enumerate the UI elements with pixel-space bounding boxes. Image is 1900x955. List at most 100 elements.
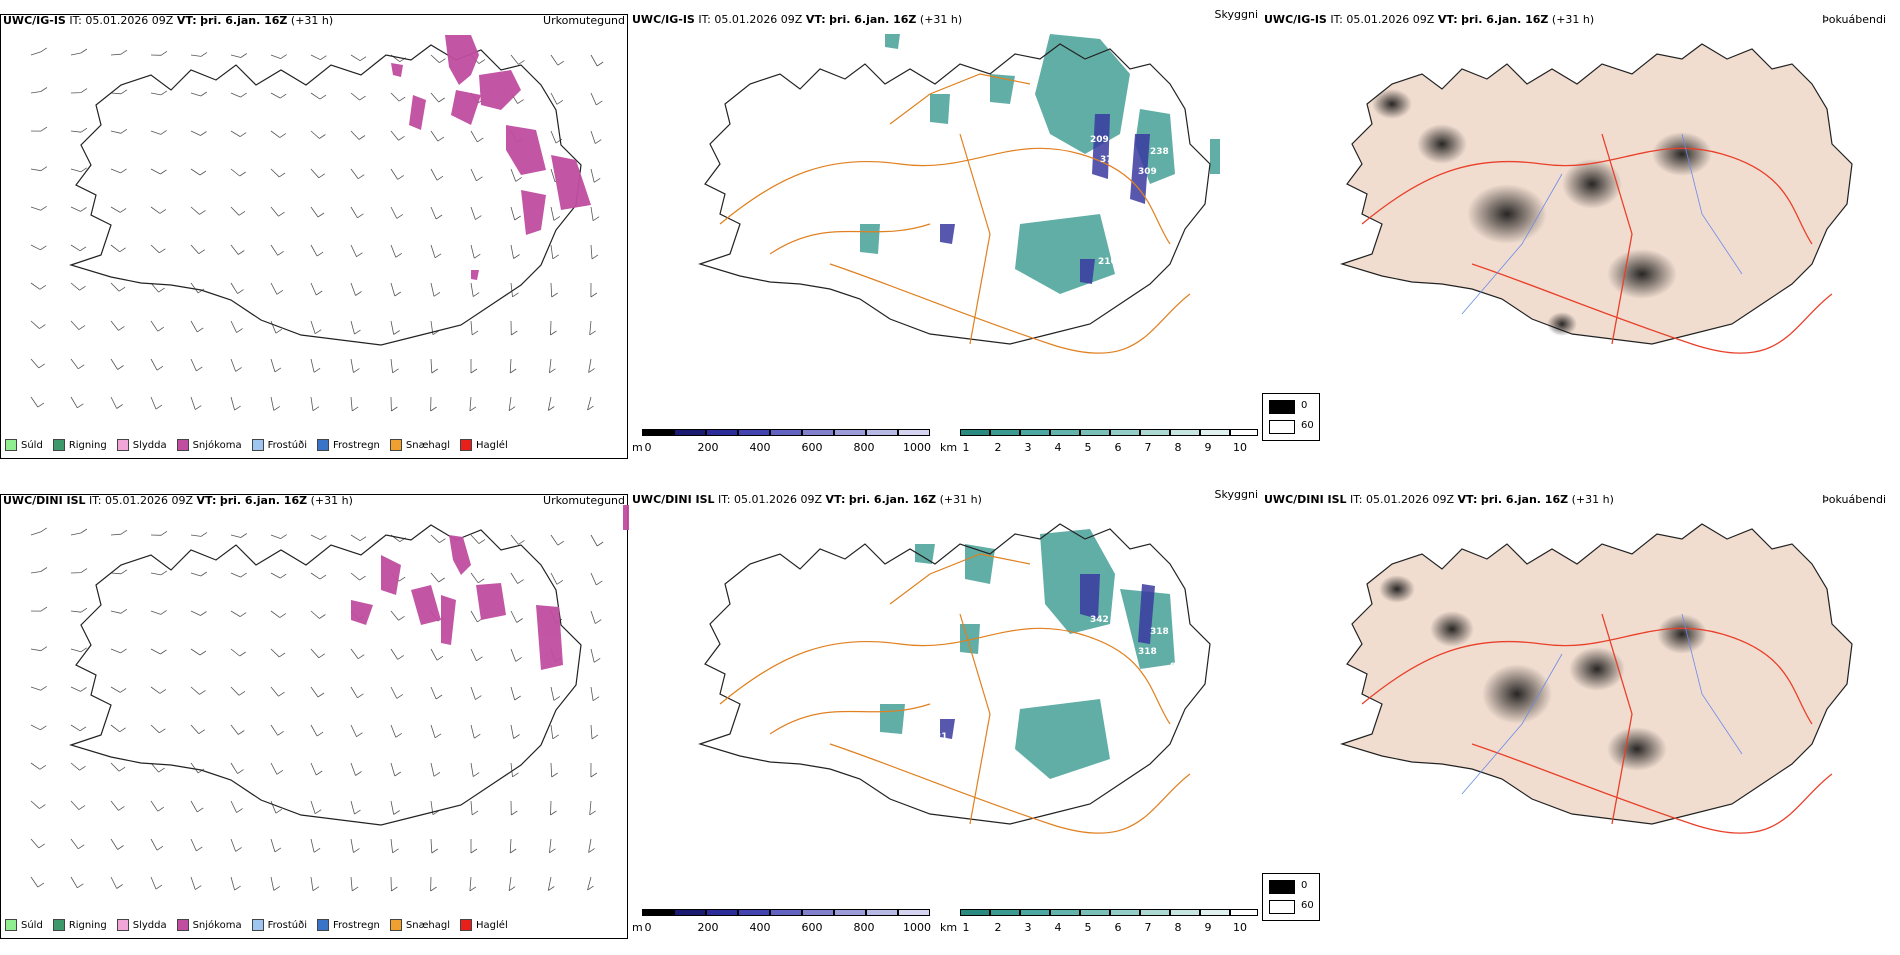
wind-barb [350,358,360,373]
wind-barb [510,534,525,545]
wind-barb [509,838,517,854]
wind-barb [70,358,85,370]
wind-barb [350,320,361,335]
wind-barb [270,320,283,334]
wind-barb [310,534,327,541]
wind-barb [390,762,402,777]
wind-barb [30,838,45,849]
panel-title: UWC/IG-IS IT: 05.01.2026 09Z VT: þri. 6.… [632,13,963,26]
wind-barb [110,358,124,370]
wind-barb [270,876,281,891]
wind-barb [190,396,202,410]
wind-barb [350,534,367,542]
swatch [176,919,189,931]
wind-barb [30,166,48,172]
visibility-value-label: 37 [1100,155,1113,165]
legend-item: Frostregn [317,439,380,451]
wind-barb [470,648,483,662]
wind-barb [550,320,557,336]
wind-barb [70,724,87,732]
wind-barb [470,359,478,374]
wind-barb [150,320,165,332]
wind-barb [310,762,323,776]
wind-barb [510,648,522,662]
wind-barb [430,686,443,700]
wind-barb [550,762,558,778]
wind-barb [270,206,285,217]
wind-barb [550,724,560,740]
iceland-outline [699,523,1211,825]
wind-barb [310,92,327,100]
wind-barb [190,91,208,97]
wind-barb [270,838,282,853]
wind-barb [508,396,516,412]
wind-barb [30,358,45,369]
wind-barb [30,47,48,56]
wind-barb [470,282,480,297]
wind-barb [590,610,602,624]
wind-barb [310,206,325,218]
wind-barb [190,876,202,890]
wind-barb [270,130,287,138]
height-areas [940,114,1150,284]
wind-barb [430,838,439,854]
wind-barb [30,396,45,408]
wind-barb [390,876,398,892]
wind-barb [430,876,437,892]
wind-barb [230,533,248,538]
fog-roads [1361,613,1833,834]
wind-barb [310,358,321,373]
wind-barb [150,130,167,135]
wind-barb [390,320,400,335]
wind-barb [230,610,247,617]
legend-item: Snjókoma [176,919,242,931]
wind-barb [550,534,565,546]
precip-map [30,35,604,412]
wind-barb [470,244,481,259]
wind-barb [310,610,326,619]
wind-barb [510,54,525,65]
wind-barb [30,126,48,132]
wind-barb [470,762,480,777]
visibility-value-label: 69 [1178,682,1191,692]
visibility-value-label: 238 [1150,147,1169,157]
visibility-value-label: 209 [1090,135,1109,145]
wind-barb [350,244,363,258]
wind-barb [310,168,326,179]
wind-barb [150,570,168,576]
wind-barb [589,320,596,336]
wind-barb [270,686,285,697]
wind-barb [508,876,516,892]
wind-barb [70,647,88,653]
wind-barb [270,610,287,618]
wind-barb [350,800,361,815]
wind-barb [230,168,246,177]
panel-name: Skyggni [1214,488,1258,501]
wind-barb [590,92,603,106]
wind-barb [70,686,87,692]
wind-barb [590,572,603,586]
wind-barb [110,876,123,889]
wind-barb [430,206,443,220]
wind-barb [510,800,518,816]
swatch [389,439,402,451]
panel-title: UWC/DINI ISL IT: 05.01.2026 09Z VT: þri.… [3,494,353,507]
wind-barb [550,800,557,816]
wind-barb [190,358,203,372]
wind-barb [310,396,320,412]
wind-barb [470,168,483,182]
wind-barb [270,244,284,256]
wind-barb [350,876,359,892]
wind-barb [550,54,565,66]
wind-barb [350,724,363,738]
panel-name: Úrkomutegund [543,494,625,507]
wind-barb [70,244,87,252]
fog-map [1341,43,1853,354]
wind-barb [390,396,398,412]
wind-barb [230,876,241,891]
wind-barb [230,206,246,216]
wind-barb [270,54,287,59]
wind-barb [70,48,88,56]
wind-barb [190,168,207,176]
wind-barb [150,396,163,410]
